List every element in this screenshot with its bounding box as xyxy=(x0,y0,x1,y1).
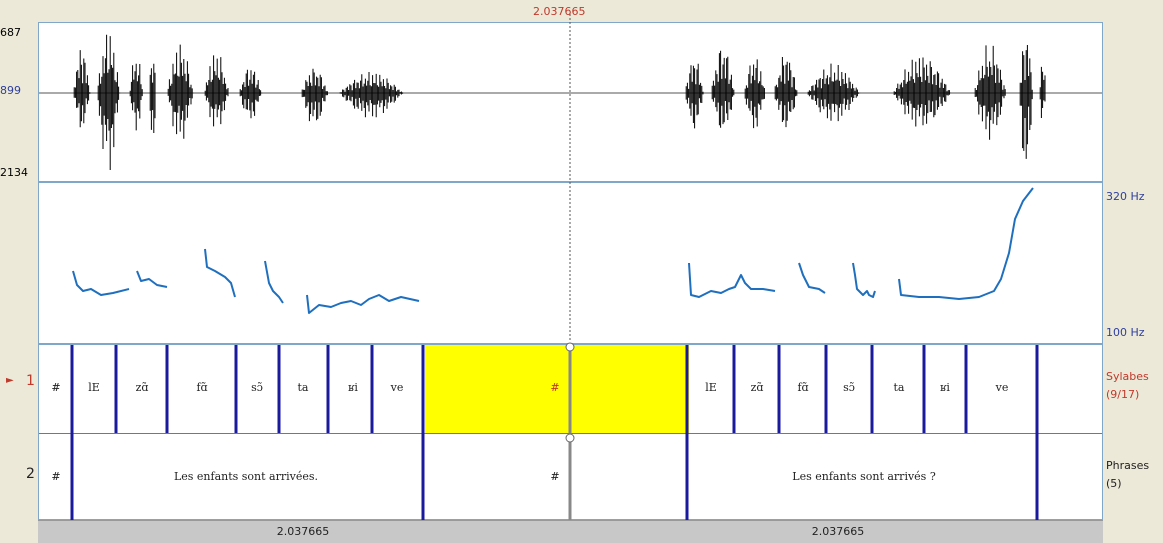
pitch-contour-segment xyxy=(136,270,168,288)
syllable-cell[interactable]: ve xyxy=(390,381,404,394)
phrase-cell[interactable]: # xyxy=(550,470,560,483)
syllable-cell[interactable]: lE xyxy=(88,381,100,394)
visible-duration-left: 2.037665 xyxy=(276,525,330,538)
pitch-panel[interactable] xyxy=(38,182,1103,344)
pitch-contour-segment xyxy=(852,262,876,298)
pitch-svg xyxy=(72,187,1034,314)
syllable-cell[interactable]: lE xyxy=(705,381,717,394)
pitch-contour-segment xyxy=(798,262,826,294)
syllable-cell[interactable]: zɑ̃ xyxy=(750,381,764,394)
cursor-time-label: 2.037665 xyxy=(533,5,586,18)
syllable-cell[interactable]: sɔ̃ xyxy=(251,381,263,394)
syllable-cell[interactable]: ta xyxy=(893,381,905,394)
pitch-min-label: 100 Hz xyxy=(1106,326,1145,339)
phrase-cell[interactable]: # xyxy=(51,470,61,483)
selection-highlight[interactable] xyxy=(425,345,689,433)
time-bar[interactable]: 2.037665 2.037665 xyxy=(38,520,1103,543)
syllable-cell[interactable]: ta xyxy=(297,381,309,394)
pitch-contour-segment xyxy=(898,187,1034,300)
waveform-top-amplitude: 687 xyxy=(0,26,21,39)
pitch-contour-segment xyxy=(264,260,284,304)
visible-duration-right: 2.037665 xyxy=(811,525,865,538)
tier-1-number[interactable]: 1 xyxy=(26,373,35,389)
pitch-contour-segment xyxy=(72,270,130,296)
syllable-cell[interactable]: sɔ̃ xyxy=(843,381,855,394)
pitch-contour-segment xyxy=(688,262,776,298)
tier-1-name[interactable]: Sylabes (9/17) xyxy=(1106,368,1149,404)
phrase-cell[interactable]: Les enfants sont arrivés ? xyxy=(792,470,936,483)
syllable-cell[interactable]: # xyxy=(51,381,61,394)
waveform-bottom-amplitude: 2134 xyxy=(0,166,28,179)
waveform-svg xyxy=(39,34,1102,170)
waveform-panel[interactable] xyxy=(38,22,1103,182)
tier-panel[interactable]: # lE zɑ̃ fɑ̃ sɔ̃ ta ʁi ve # lE zɑ̃ fɑ̃ s… xyxy=(38,344,1103,521)
syllable-cell[interactable]: fɑ̃ xyxy=(196,381,208,394)
pitch-contour-segment xyxy=(306,294,420,314)
active-tier-marker: ► xyxy=(6,375,14,386)
waveform-trace xyxy=(73,34,1046,170)
waveform-zero-amplitude: 899 xyxy=(0,84,21,97)
syllable-cell[interactable]: fɑ̃ xyxy=(797,381,809,394)
syllable-cell[interactable]: zɑ̃ xyxy=(135,381,149,394)
phrase-cell[interactable]: Les enfants sont arrivées. xyxy=(173,470,319,483)
syllable-cell[interactable]: ve xyxy=(995,381,1009,394)
tier-2-count: (5) xyxy=(1106,477,1122,490)
tier-1-count: (9/17) xyxy=(1106,388,1140,401)
tier-boundaries-svg xyxy=(70,345,1039,521)
tier-2-title: Phrases xyxy=(1106,459,1150,472)
tier-2-number[interactable]: 2 xyxy=(26,466,35,482)
syllable-cell[interactable]: ʁi xyxy=(348,381,358,394)
tier-2-name[interactable]: Phrases (5) xyxy=(1106,457,1149,493)
pitch-contour-segment xyxy=(204,248,236,298)
syllable-cell-selected[interactable]: # xyxy=(550,381,560,394)
tier-1-title: Sylabes xyxy=(1106,370,1149,383)
pitch-max-label: 320 Hz xyxy=(1106,190,1145,203)
syllable-cell[interactable]: ʁi xyxy=(940,381,950,394)
